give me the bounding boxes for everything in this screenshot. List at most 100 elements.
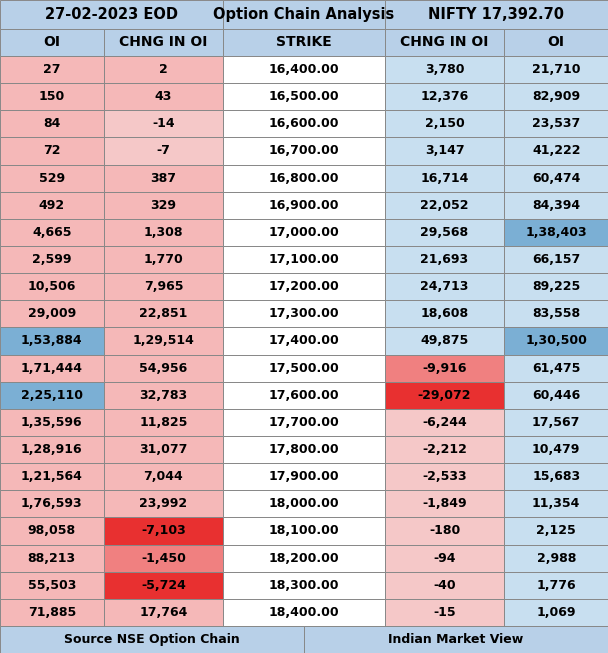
- Text: 18,100.00: 18,100.00: [269, 524, 339, 537]
- Text: 3,147: 3,147: [425, 144, 465, 157]
- Bar: [385, 490, 505, 517]
- Bar: [223, 165, 385, 192]
- Text: 60,474: 60,474: [532, 172, 581, 185]
- Bar: [505, 463, 608, 490]
- Bar: [385, 572, 505, 599]
- Bar: [385, 599, 505, 626]
- Text: 55,503: 55,503: [27, 579, 76, 592]
- Text: 529: 529: [39, 172, 65, 185]
- Text: 150: 150: [39, 90, 65, 103]
- Text: 16,800.00: 16,800.00: [269, 172, 339, 185]
- Bar: [385, 327, 505, 355]
- Text: 387: 387: [150, 172, 176, 185]
- Bar: [505, 517, 608, 545]
- Text: 16,500.00: 16,500.00: [269, 90, 339, 103]
- Text: 16,900.00: 16,900.00: [269, 199, 339, 212]
- Bar: [0, 436, 103, 463]
- Bar: [223, 572, 385, 599]
- Bar: [385, 56, 505, 83]
- Text: 23,537: 23,537: [532, 118, 581, 131]
- Text: 2,125: 2,125: [536, 524, 576, 537]
- Bar: [505, 382, 608, 409]
- Bar: [505, 192, 608, 219]
- Bar: [385, 273, 505, 300]
- Bar: [103, 382, 223, 409]
- Text: 16,700.00: 16,700.00: [269, 144, 339, 157]
- Bar: [103, 29, 223, 56]
- Text: -40: -40: [434, 579, 456, 592]
- Bar: [223, 219, 385, 246]
- Bar: [0, 219, 103, 246]
- Text: -7,103: -7,103: [141, 524, 186, 537]
- Text: 3,780: 3,780: [425, 63, 465, 76]
- Text: 1,776: 1,776: [536, 579, 576, 592]
- Bar: [0, 599, 103, 626]
- Text: 17,764: 17,764: [139, 606, 188, 619]
- Bar: [0, 300, 103, 327]
- Bar: [505, 273, 608, 300]
- Text: 29,568: 29,568: [421, 226, 469, 239]
- Text: 17,400.00: 17,400.00: [269, 334, 339, 347]
- Text: 18,300.00: 18,300.00: [269, 579, 339, 592]
- Bar: [505, 110, 608, 137]
- Bar: [505, 83, 608, 110]
- Bar: [103, 56, 223, 83]
- Bar: [505, 355, 608, 382]
- Bar: [103, 110, 223, 137]
- Text: NIFTY 17,392.70: NIFTY 17,392.70: [428, 7, 564, 22]
- Bar: [103, 463, 223, 490]
- Text: 1,38,403: 1,38,403: [525, 226, 587, 239]
- Text: 31,077: 31,077: [139, 443, 188, 456]
- Bar: [223, 0, 385, 29]
- Text: 12,376: 12,376: [421, 90, 469, 103]
- Bar: [505, 572, 608, 599]
- Bar: [385, 137, 505, 165]
- Text: -29,072: -29,072: [418, 389, 471, 402]
- Bar: [223, 599, 385, 626]
- Bar: [385, 545, 505, 572]
- Bar: [223, 382, 385, 409]
- Text: 24,713: 24,713: [420, 280, 469, 293]
- Bar: [223, 246, 385, 273]
- Bar: [103, 545, 223, 572]
- Bar: [223, 545, 385, 572]
- Bar: [223, 463, 385, 490]
- Bar: [505, 29, 608, 56]
- Bar: [223, 355, 385, 382]
- Text: 17,000.00: 17,000.00: [269, 226, 339, 239]
- Text: 27: 27: [43, 63, 61, 76]
- Text: 54,956: 54,956: [139, 362, 187, 375]
- Bar: [385, 110, 505, 137]
- Bar: [505, 599, 608, 626]
- Text: 98,058: 98,058: [28, 524, 76, 537]
- Text: -2,212: -2,212: [422, 443, 467, 456]
- Text: 17,300.00: 17,300.00: [269, 308, 339, 321]
- Text: STRIKE: STRIKE: [276, 35, 332, 50]
- Text: 32,783: 32,783: [139, 389, 187, 402]
- Text: 17,100.00: 17,100.00: [269, 253, 339, 266]
- Text: Indian Market View: Indian Market View: [389, 633, 523, 646]
- Text: 7,965: 7,965: [143, 280, 183, 293]
- Bar: [385, 246, 505, 273]
- Text: -1,450: -1,450: [141, 552, 186, 565]
- Text: 17,600.00: 17,600.00: [269, 389, 339, 402]
- Bar: [505, 409, 608, 436]
- Text: 82,909: 82,909: [532, 90, 580, 103]
- Text: 2,25,110: 2,25,110: [21, 389, 83, 402]
- Bar: [103, 83, 223, 110]
- Text: 1,76,593: 1,76,593: [21, 498, 83, 511]
- Bar: [385, 83, 505, 110]
- Bar: [223, 56, 385, 83]
- Text: 16,400.00: 16,400.00: [269, 63, 339, 76]
- Text: 15,683: 15,683: [532, 470, 580, 483]
- Bar: [223, 409, 385, 436]
- Bar: [0, 165, 103, 192]
- Text: 2,150: 2,150: [424, 118, 465, 131]
- Bar: [223, 29, 385, 56]
- Bar: [505, 219, 608, 246]
- Text: 2: 2: [159, 63, 168, 76]
- Bar: [385, 29, 505, 56]
- Bar: [0, 626, 304, 653]
- Text: 71,885: 71,885: [27, 606, 76, 619]
- Text: 1,28,916: 1,28,916: [21, 443, 83, 456]
